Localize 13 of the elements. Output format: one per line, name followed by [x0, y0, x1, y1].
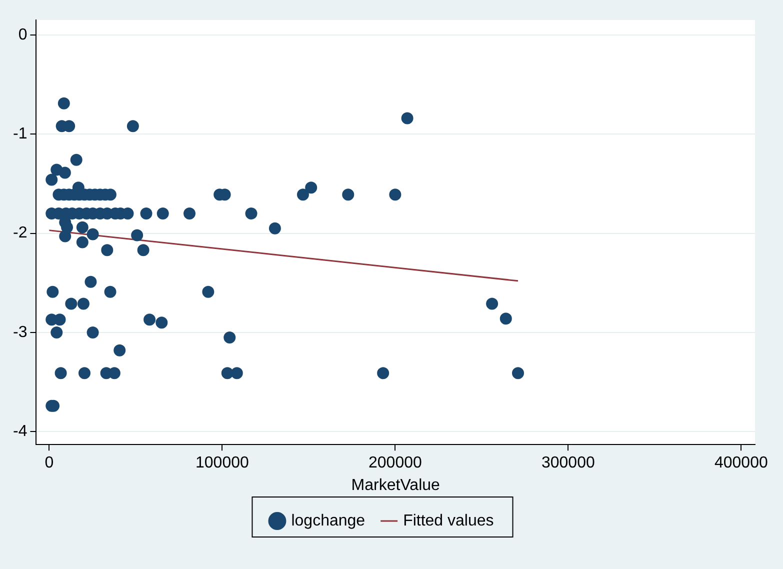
y-tick-label: -3 — [12, 324, 28, 341]
y-tick-label: -2 — [12, 224, 28, 242]
y-tick-label: -1 — [12, 125, 28, 142]
x-tick-label: 100000 — [195, 454, 249, 472]
x-tick-label: 0 — [44, 454, 54, 472]
x-axis-title: MarketValue — [351, 476, 440, 494]
y-tick-label: 0 — [18, 26, 28, 44]
legend-label: Fitted values — [403, 512, 494, 530]
x-tick-label: 200000 — [368, 454, 422, 472]
legend-label: logchange — [291, 512, 366, 530]
x-tick-label: 300000 — [541, 454, 595, 472]
y-tick-label: -4 — [12, 423, 28, 440]
x-tick-label: 400000 — [714, 454, 768, 472]
